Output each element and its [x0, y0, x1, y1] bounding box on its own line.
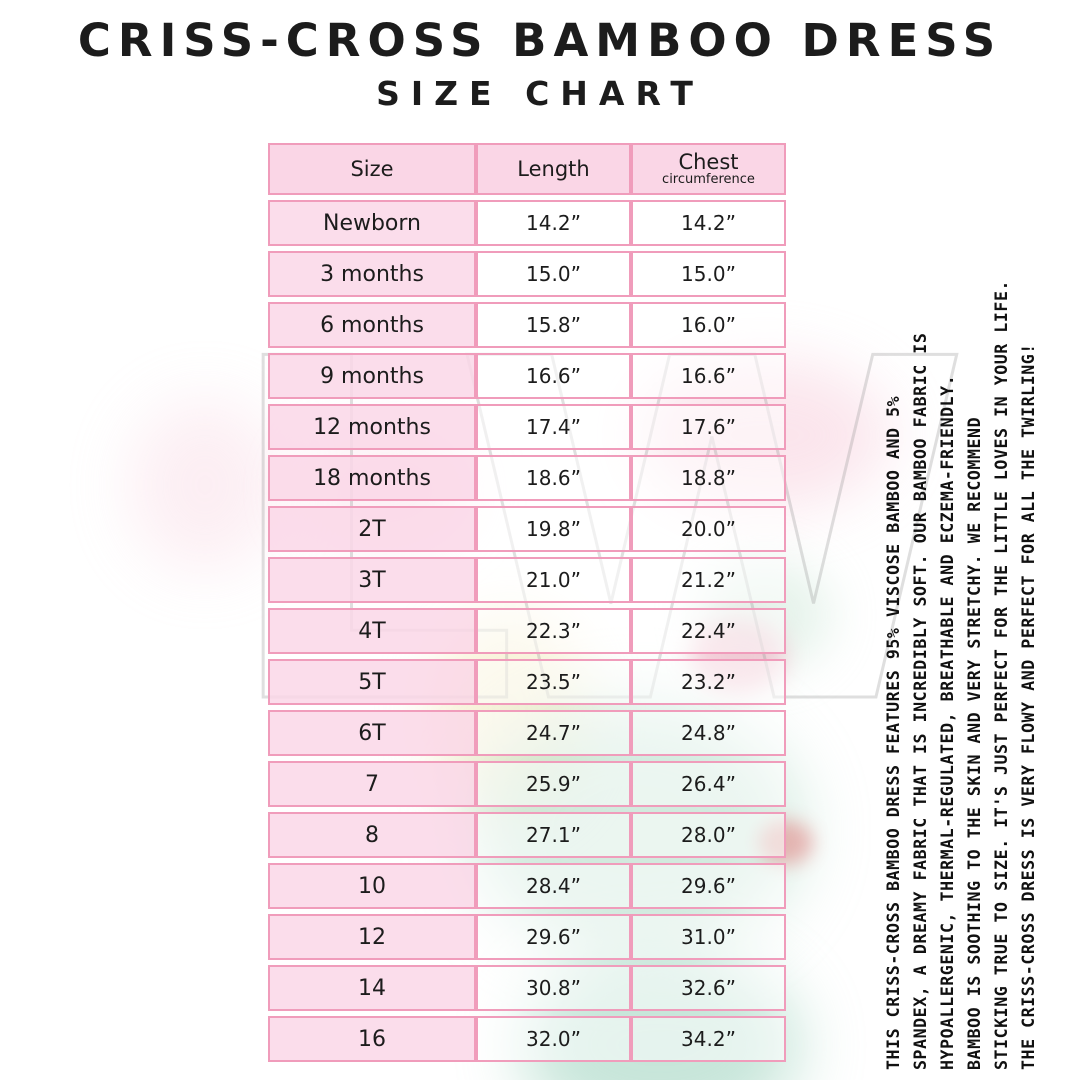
length-cell: 30.8”	[476, 965, 631, 1011]
chest-cell: 31.0”	[631, 914, 786, 960]
chest-cell: 22.4”	[631, 608, 786, 654]
length-cell: 29.6”	[476, 914, 631, 960]
length-cell: 18.6”	[476, 455, 631, 501]
length-cell: 25.9”	[476, 761, 631, 807]
length-cell: 27.1”	[476, 812, 631, 858]
table-row: 12 29.6” 31.0”	[268, 914, 786, 960]
size-cell: 8	[268, 812, 476, 858]
length-cell: 22.3”	[476, 608, 631, 654]
size-cell: 3 months	[268, 251, 476, 297]
size-cell: 6 months	[268, 302, 476, 348]
table-row: 9 months 16.6” 16.6”	[268, 353, 786, 399]
header-row: Size Length Chest circumference	[268, 143, 786, 195]
description-line: THE CRISS-CROSS DRESS IS VERY FLOWY AND …	[1019, 343, 1038, 1070]
chest-header-sublabel: circumference	[662, 172, 755, 187]
length-cell: 23.5”	[476, 659, 631, 705]
length-cell: 32.0”	[476, 1016, 631, 1062]
table-row: 2T 19.8” 20.0”	[268, 506, 786, 552]
table-row: 6 months 15.8” 16.0”	[268, 302, 786, 348]
length-cell: 16.6”	[476, 353, 631, 399]
page-subtitle: SIZE CHART	[376, 74, 704, 113]
length-cell: 14.2”	[476, 200, 631, 246]
table-row: 3T 21.0” 21.2”	[268, 557, 786, 603]
size-cell: 18 months	[268, 455, 476, 501]
table-row: 8 27.1” 28.0”	[268, 812, 786, 858]
description-line: BAMBOO IS SOOTHING TO THE SKIN AND VERY …	[965, 416, 984, 1070]
table-row: 7 25.9” 26.4”	[268, 761, 786, 807]
table-row: 10 28.4” 29.6”	[268, 863, 786, 909]
size-cell: 12 months	[268, 404, 476, 450]
chest-cell: 14.2”	[631, 200, 786, 246]
chest-cell: 18.8”	[631, 455, 786, 501]
chest-cell: 17.6”	[631, 404, 786, 450]
table-row: Newborn 14.2” 14.2”	[268, 200, 786, 246]
page-title: CRISS-CROSS BAMBOO DRESS	[77, 14, 1003, 67]
length-cell: 15.0”	[476, 251, 631, 297]
size-header-label: Size	[350, 157, 394, 181]
length-cell: 17.4”	[476, 404, 631, 450]
chest-cell: 24.8”	[631, 710, 786, 756]
chest-cell: 20.0”	[631, 506, 786, 552]
length-cell: 28.4”	[476, 863, 631, 909]
table-row: 18 months 18.6” 18.8”	[268, 455, 786, 501]
length-header-label: Length	[517, 157, 590, 181]
table-row: 14 30.8” 32.6”	[268, 965, 786, 1011]
size-table-body: Newborn 14.2” 14.2” 3 months 15.0” 15.0” 6 mon…	[268, 200, 786, 1062]
description-line: THIS CRISS-CROSS BAMBOO DRESS FEATURES 9…	[884, 395, 903, 1070]
size-cell: 16	[268, 1016, 476, 1062]
table-row: 6T 24.7” 24.8”	[268, 710, 786, 756]
table-row: 4T 22.3” 22.4”	[268, 608, 786, 654]
length-cell: 21.0”	[476, 557, 631, 603]
description-line: STICKING TRUE TO SIZE. IT'S JUST PERFECT…	[992, 279, 1011, 1070]
table-row: 12 months 17.4” 17.6”	[268, 404, 786, 450]
size-cell: 9 months	[268, 353, 476, 399]
length-cell: 24.7”	[476, 710, 631, 756]
chest-cell: 16.6”	[631, 353, 786, 399]
size-cell: 2T	[268, 506, 476, 552]
chest-cell: 28.0”	[631, 812, 786, 858]
size-column-header: Size	[268, 143, 476, 195]
chest-cell: 29.6”	[631, 863, 786, 909]
watermark-blob-pink-left	[130, 400, 280, 570]
chest-cell: 23.2”	[631, 659, 786, 705]
size-cell: 5T	[268, 659, 476, 705]
chest-cell: 16.0”	[631, 302, 786, 348]
size-table: Size Length Chest circumference Newborn 1…	[268, 138, 786, 1067]
size-cell: 12	[268, 914, 476, 960]
length-column-header: Length	[476, 143, 631, 195]
size-cell: 3T	[268, 557, 476, 603]
description-line: SPANDEX, A DREAMY FABRIC THAT IS INCREDI…	[911, 332, 930, 1070]
description-line: HYPOALLERGENIC, THERMAL-REGULATED, BREAT…	[938, 374, 957, 1070]
table-row: 5T 23.5” 23.2”	[268, 659, 786, 705]
size-cell: 14	[268, 965, 476, 1011]
chest-cell: 34.2”	[631, 1016, 786, 1062]
chest-cell: 26.4”	[631, 761, 786, 807]
length-cell: 19.8”	[476, 506, 631, 552]
chest-header-label: Chest	[678, 150, 739, 174]
size-cell: 4T	[268, 608, 476, 654]
table-row: 16 32.0” 34.2”	[268, 1016, 786, 1062]
size-cell: Newborn	[268, 200, 476, 246]
size-cell: 10	[268, 863, 476, 909]
table-row: 3 months 15.0” 15.0”	[268, 251, 786, 297]
chest-cell: 21.2”	[631, 557, 786, 603]
size-cell: 6T	[268, 710, 476, 756]
chest-column-header: Chest circumference	[631, 143, 786, 195]
size-cell: 7	[268, 761, 476, 807]
length-cell: 15.8”	[476, 302, 631, 348]
chest-cell: 15.0”	[631, 251, 786, 297]
chest-cell: 32.6”	[631, 965, 786, 1011]
product-description: THIS CRISS-CROSS BAMBOO DRESS FEATURES 9…	[880, 114, 1044, 1070]
